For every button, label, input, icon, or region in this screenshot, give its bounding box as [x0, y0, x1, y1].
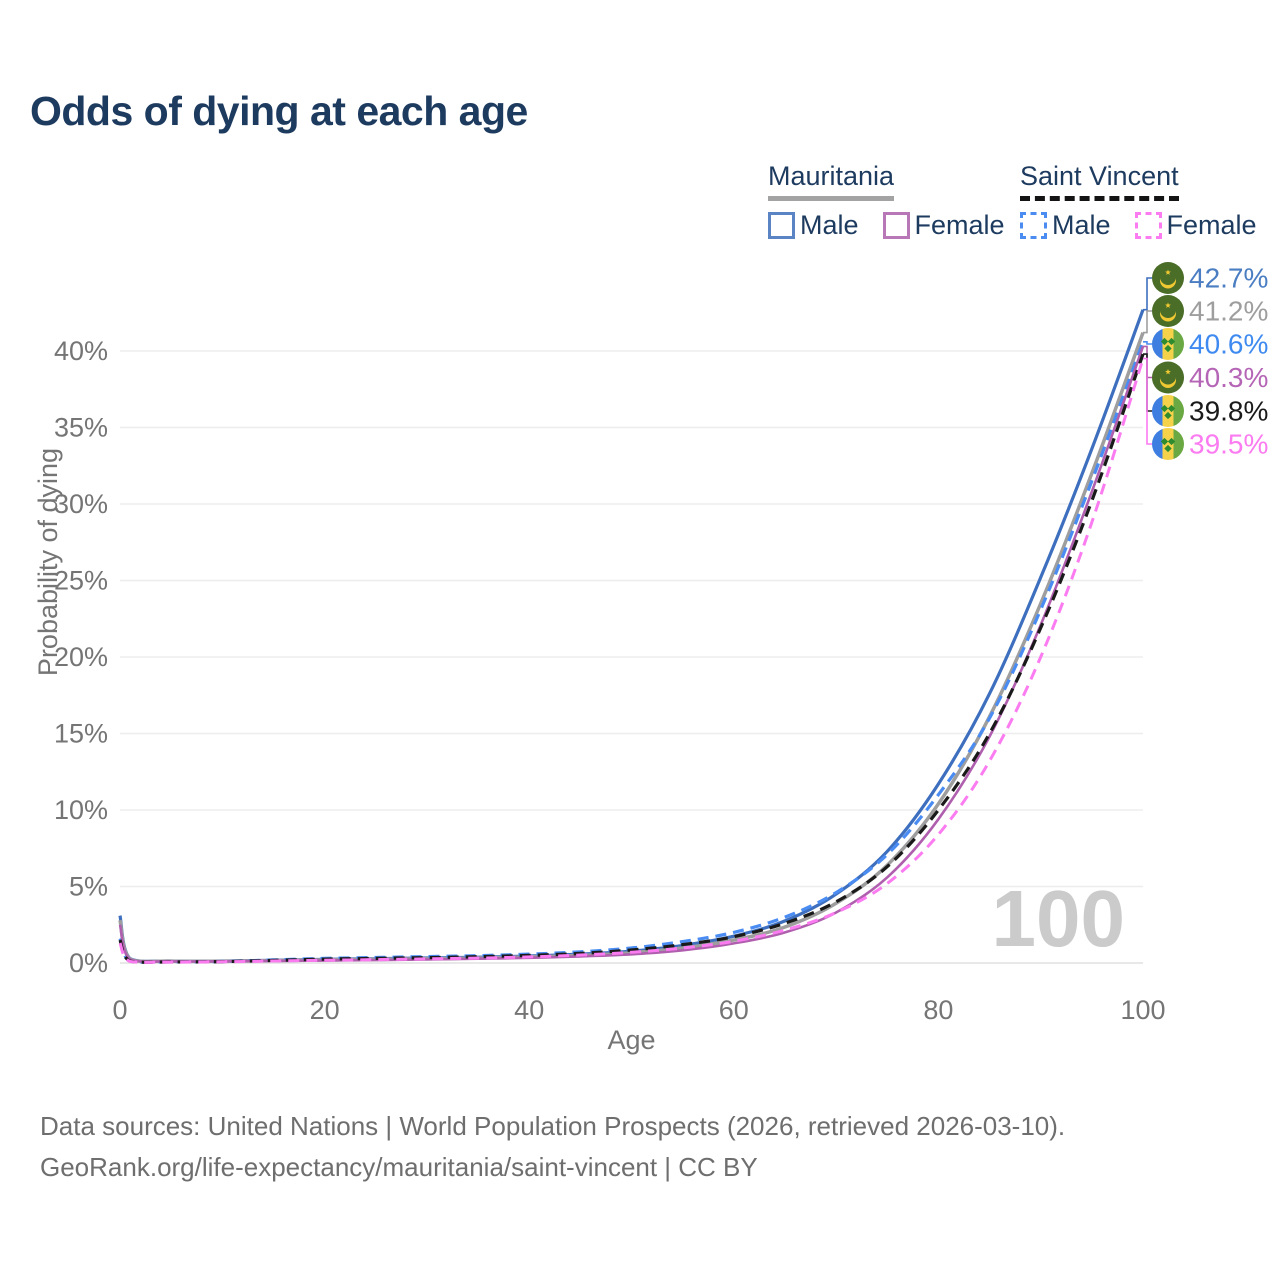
stripe-yellow: [1162, 428, 1174, 460]
x-tick-label: 80: [923, 995, 953, 1025]
end-label-mauritania-female: 40.3%: [1189, 362, 1268, 393]
series-line-mauritania-female: [118, 345, 1145, 963]
legend-item-mauritania-female[interactable]: Female: [882, 210, 1005, 241]
stripe-yellow: [1162, 328, 1174, 360]
legend-country-saint-vincent: Saint Vincent: [1020, 161, 1179, 201]
legend-item-label: Female: [1166, 210, 1257, 240]
y-tick-label: 20%: [54, 642, 108, 672]
flag-stripes: [1152, 395, 1184, 427]
end-label-saint-vincent-both: 39.8%: [1189, 396, 1268, 427]
leader-line-saint-vincent-male: [1143, 341, 1152, 345]
series-line-saint-vincent-male: [118, 341, 1145, 964]
flag-star: [1165, 302, 1171, 308]
legend-row-saint-vincent: Male Female: [1020, 210, 1257, 241]
series-line-mauritania-male: [118, 309, 1145, 963]
stripe-green: [1173, 395, 1184, 427]
legend-item-label: Male: [1052, 210, 1111, 240]
saint-vincent-flag-icon: [1152, 428, 1184, 460]
y-tick-label: 0%: [69, 948, 108, 978]
flag-star: [1165, 269, 1171, 275]
mauritania-male-swatch-icon[interactable]: [768, 212, 795, 239]
saint-vincent-flag-icon: [1152, 328, 1184, 360]
end-label-saint-vincent-female: 39.5%: [1189, 429, 1268, 460]
end-label-saint-vincent-male: 40.6%: [1189, 329, 1268, 360]
y-tick-label: 25%: [54, 566, 108, 596]
y-tick-label: 35%: [54, 413, 108, 443]
crescent-inner: [1160, 368, 1176, 385]
end-label-mauritania-both: 41.2%: [1189, 296, 1268, 327]
x-tick-label: 0: [112, 995, 127, 1025]
mauritania-flag-icon: [1152, 361, 1184, 394]
x-tick-label: 100: [1120, 995, 1165, 1025]
end-label-mauritania-male: 42.7%: [1189, 263, 1268, 294]
data-sources: Data sources: United Nations | World Pop…: [40, 1106, 1065, 1188]
legend-row-mauritania: Male Female: [768, 210, 1005, 241]
stripe-green: [1173, 428, 1184, 460]
legend-item-saint-vincent-male[interactable]: Male: [1020, 210, 1111, 241]
legend-country-mauritania: Mauritania: [768, 161, 895, 201]
legend-item-label: Female: [914, 210, 1005, 240]
series-line-saint-vincent-female: [118, 358, 1145, 964]
stripe-blue: [1152, 428, 1163, 460]
saint-vincent-male-swatch-icon[interactable]: [1020, 212, 1047, 239]
x-tick-label: 40: [514, 995, 544, 1025]
y-tick-label: 40%: [54, 336, 108, 366]
leader-line-mauritania-male: [1143, 277, 1152, 311]
y-tick-label: 30%: [54, 489, 108, 519]
legend-group-saint-vincent: Saint Vincent Male Female: [1020, 161, 1257, 241]
y-tick-label: 10%: [54, 795, 108, 825]
leader-line-mauritania-both: [1143, 310, 1152, 334]
watermark-100: 100: [992, 874, 1125, 963]
series-line-saint-vincent-both: [118, 353, 1145, 964]
legend-item-mauritania-male[interactable]: Male: [768, 210, 859, 241]
stripe-yellow: [1162, 395, 1174, 427]
saint-vincent-female-swatch-icon[interactable]: [1134, 212, 1162, 239]
flag-stripes: [1152, 328, 1184, 360]
data-sources-line1: Data sources: United Nations | World Pop…: [40, 1111, 1066, 1141]
mauritania-female-swatch-icon[interactable]: [882, 212, 910, 239]
saint-vincent-flag-icon: [1152, 395, 1184, 427]
legend-item-label: Male: [800, 210, 859, 240]
flag-stripes: [1152, 428, 1184, 460]
stripe-blue: [1152, 395, 1163, 427]
x-tick-label: 20: [310, 995, 340, 1025]
y-tick-label: 15%: [54, 719, 108, 749]
mauritania-flag-icon: [1152, 295, 1184, 327]
crescent-inner: [1160, 302, 1176, 318]
crescent-inner: [1160, 269, 1176, 285]
flag-star: [1165, 369, 1171, 375]
leader-line-saint-vincent-female: [1143, 357, 1152, 445]
data-sources-line2: GeoRank.org/life-expectancy/mauritania/s…: [40, 1152, 758, 1182]
chart-title: Odds of dying at each age: [30, 88, 528, 134]
stripe-blue: [1152, 328, 1163, 360]
mauritania-flag-icon: [1152, 262, 1184, 294]
x-axis-label: Age: [607, 1025, 655, 1055]
legend-group-mauritania: Mauritania Male Female: [768, 161, 1005, 241]
legend-item-saint-vincent-female[interactable]: Female: [1134, 210, 1257, 241]
y-axis-label: Probability of dying: [33, 448, 63, 676]
stripe-green: [1173, 328, 1184, 360]
x-tick-label: 60: [719, 995, 749, 1025]
y-tick-label: 5%: [69, 872, 108, 902]
